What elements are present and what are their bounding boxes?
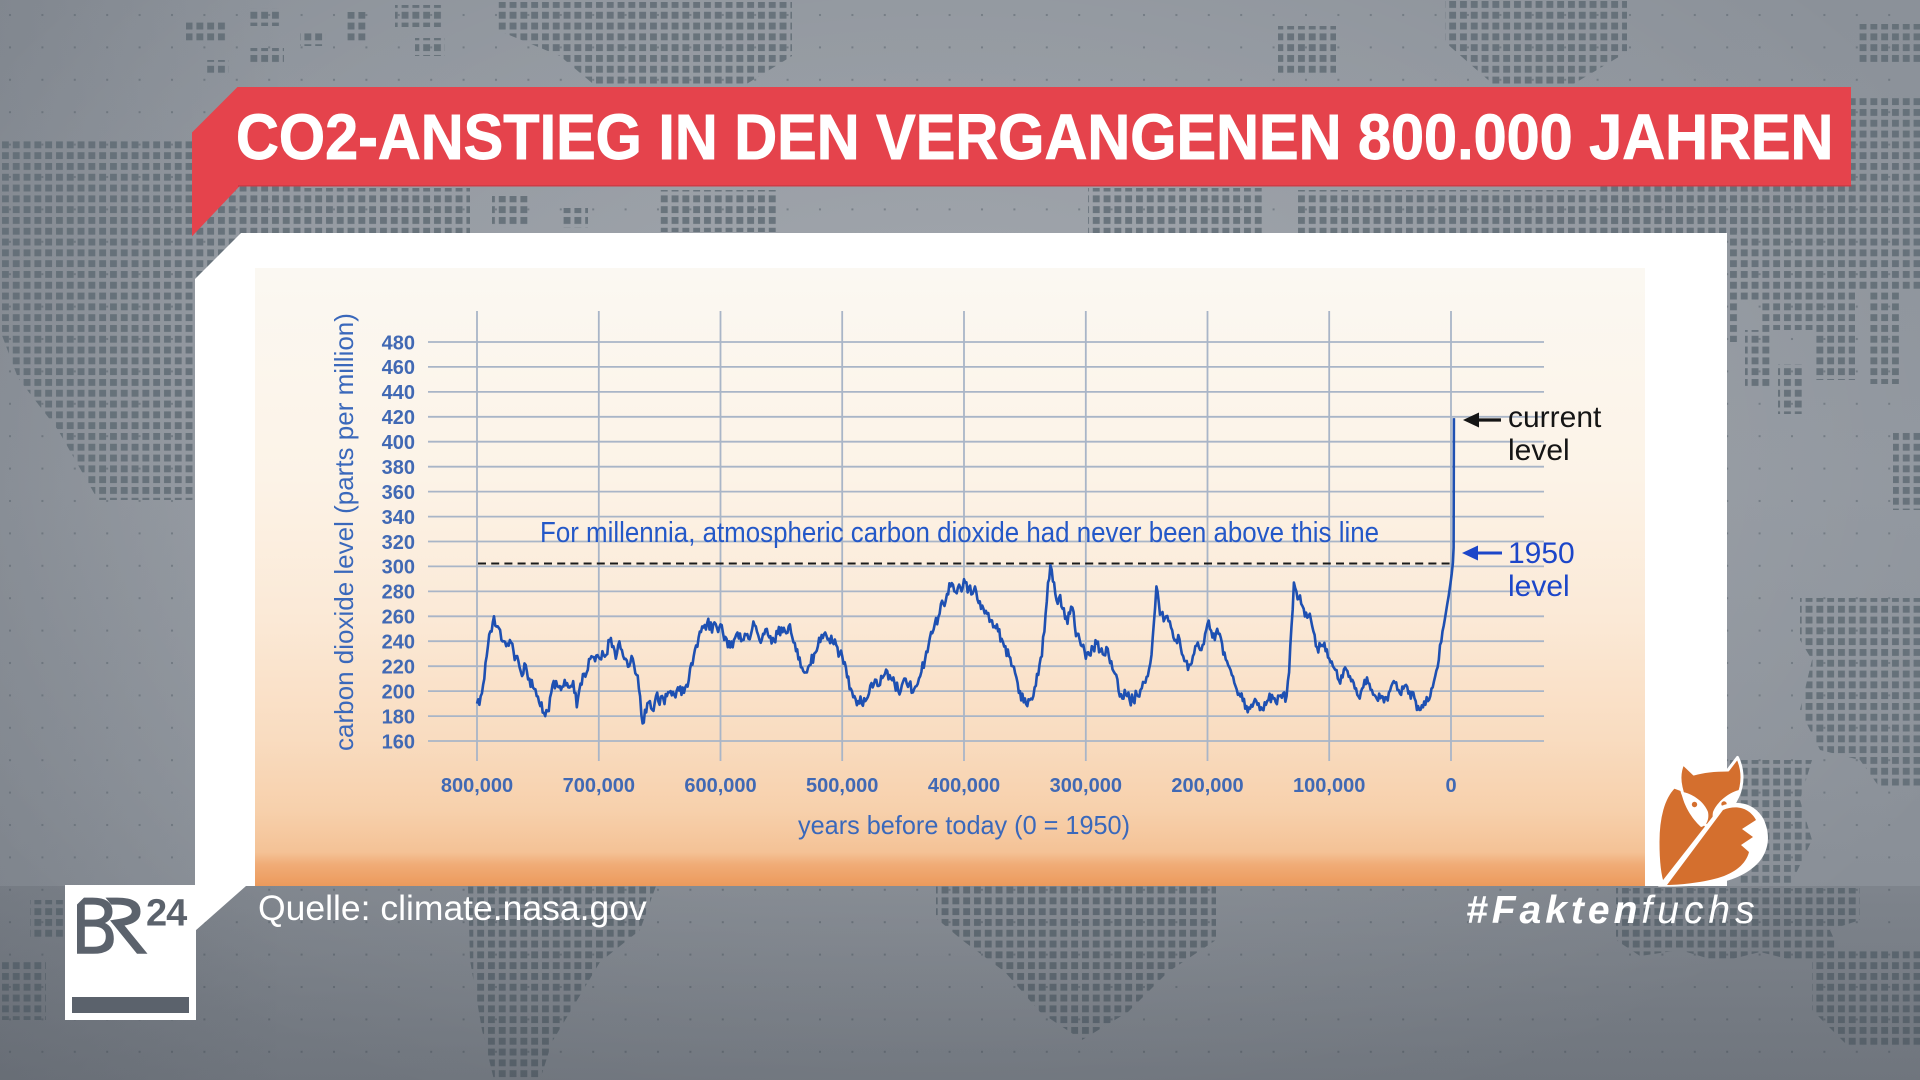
svg-text:480: 480 — [382, 332, 415, 354]
svg-text:280: 280 — [382, 582, 415, 604]
svg-text:400,000: 400,000 — [928, 775, 1000, 797]
svg-text:1950: 1950 — [1508, 537, 1575, 570]
svg-text:years before today (0 = 1950): years before today (0 = 1950) — [798, 810, 1130, 840]
svg-text:160: 160 — [382, 731, 415, 753]
svg-text:340: 340 — [382, 507, 415, 529]
svg-text:360: 360 — [382, 482, 415, 504]
svg-text:440: 440 — [382, 382, 415, 404]
svg-text:460: 460 — [382, 357, 415, 379]
svg-text:carbon dioxide level (parts pe: carbon dioxide level (parts per million) — [329, 313, 359, 751]
svg-text:24: 24 — [146, 893, 187, 935]
svg-text:380: 380 — [382, 457, 415, 479]
svg-text:200: 200 — [382, 681, 415, 703]
svg-text:700,000: 700,000 — [563, 775, 635, 797]
svg-text:400: 400 — [382, 432, 415, 454]
svg-text:100,000: 100,000 — [1293, 775, 1365, 797]
svg-text:500,000: 500,000 — [806, 775, 878, 797]
svg-text:200,000: 200,000 — [1171, 775, 1243, 797]
svg-text:300,000: 300,000 — [1050, 775, 1122, 797]
svg-text:180: 180 — [382, 706, 415, 728]
svg-text:level: level — [1508, 570, 1570, 603]
svg-text:level: level — [1508, 434, 1570, 467]
svg-text:420: 420 — [382, 407, 415, 429]
svg-text:600,000: 600,000 — [684, 775, 756, 797]
svg-text:current: current — [1508, 401, 1602, 434]
svg-text:220: 220 — [382, 657, 415, 679]
svg-text:For millennia, atmospheric car: For millennia, atmospheric carbon dioxid… — [540, 517, 1379, 549]
svg-text:0: 0 — [1445, 775, 1456, 797]
svg-text:300: 300 — [382, 557, 415, 579]
svg-text:240: 240 — [382, 632, 415, 654]
svg-text:260: 260 — [382, 607, 415, 629]
svg-text:800,000: 800,000 — [441, 775, 513, 797]
svg-text:320: 320 — [382, 532, 415, 554]
